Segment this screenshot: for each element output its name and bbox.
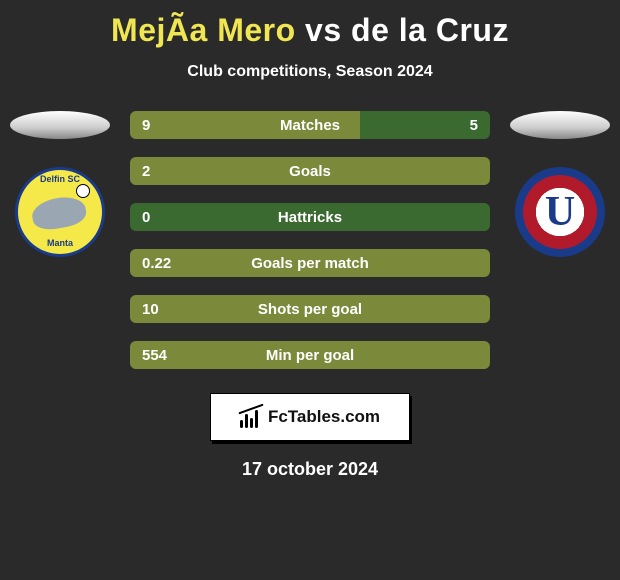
left-club-zone: Delfin SC Manta (0, 111, 120, 257)
brand-logo-icon (240, 406, 262, 428)
page-title: MejÃ­a Mero vs de la Cruz (0, 0, 620, 49)
comparison-content: Delfin SC Manta U 95Matches 2Goals 0Hattri… (0, 111, 620, 480)
stat-label: Min per goal (130, 347, 490, 364)
right-club-badge: U (515, 167, 605, 257)
stat-bar-row: 0Hattricks (130, 203, 490, 231)
stat-bar-row: 95Matches (130, 111, 490, 139)
stat-bars: 95Matches 2Goals 0Hattricks 0.22Goals per m… (130, 111, 490, 369)
left-club-top-text: Delfin SC (18, 174, 102, 184)
right-club-zone: U (500, 111, 620, 257)
left-club-badge: Delfin SC Manta (15, 167, 105, 257)
date-label: 17 october 2024 (0, 459, 620, 480)
subtitle: Club competitions, Season 2024 (0, 63, 620, 81)
right-club-letter: U (545, 188, 575, 236)
brand-text: FcTables.com (268, 407, 380, 427)
stat-label: Goals (130, 163, 490, 180)
stat-bar-row: 0.22Goals per match (130, 249, 490, 277)
title-vs: vs (296, 12, 351, 48)
right-shadow-ellipse (510, 111, 610, 139)
brand-box: FcTables.com (210, 393, 410, 441)
left-shadow-ellipse (10, 111, 110, 139)
title-player1: MejÃ­a Mero (111, 12, 296, 48)
stat-label: Hattricks (130, 209, 490, 226)
left-club-bottom-text: Manta (18, 238, 102, 248)
stat-bar-row: 10Shots per goal (130, 295, 490, 323)
title-player2: de la Cruz (351, 12, 509, 48)
stat-bar-row: 554Min per goal (130, 341, 490, 369)
stat-label: Goals per match (130, 255, 490, 272)
stat-label: Matches (130, 117, 490, 134)
stat-label: Shots per goal (130, 301, 490, 318)
soccer-ball-icon (76, 184, 90, 198)
stat-bar-row: 2Goals (130, 157, 490, 185)
